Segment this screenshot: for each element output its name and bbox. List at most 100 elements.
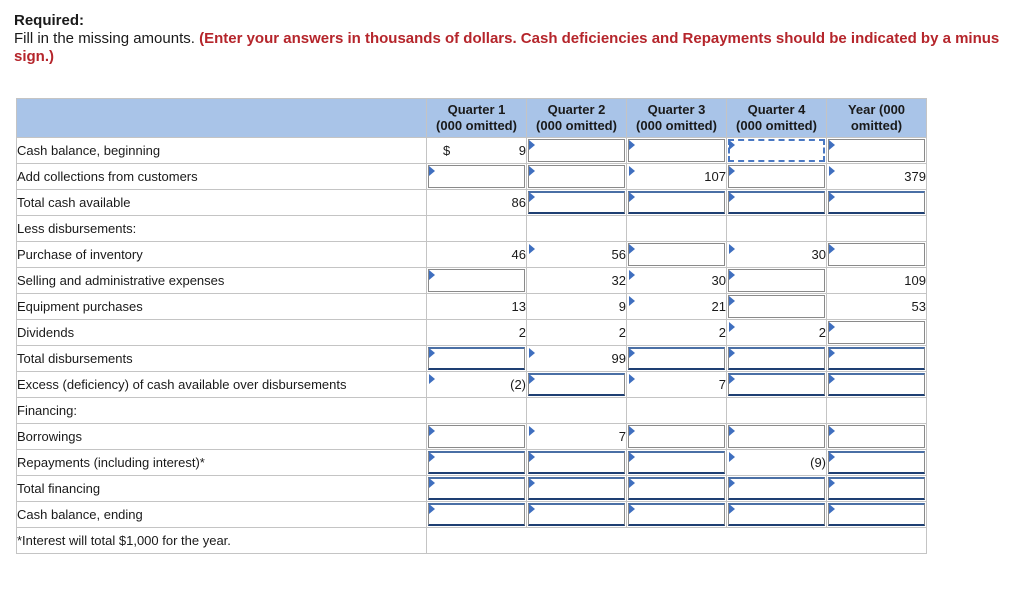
input-box[interactable] [728, 503, 825, 526]
input-box[interactable] [528, 373, 625, 396]
input-box[interactable] [628, 243, 725, 266]
cash-budget-table: Quarter 1 (000 omitted) Quarter 2 (000 omi… [16, 98, 927, 554]
input-box[interactable] [528, 165, 625, 188]
amount-input[interactable] [426, 501, 527, 528]
amount-input[interactable] [726, 371, 827, 398]
input-box[interactable] [728, 165, 825, 188]
input-box[interactable] [528, 451, 625, 474]
input-box[interactable] [428, 451, 525, 474]
amount-input[interactable] [626, 137, 727, 164]
column-header-line: Quarter 1 [447, 102, 506, 117]
amount-input[interactable] [826, 371, 927, 398]
input-box[interactable] [828, 139, 925, 162]
empty-cell [726, 397, 827, 424]
input-box[interactable] [528, 191, 625, 214]
table-row: Cash balance, ending [16, 501, 927, 528]
amount-input[interactable] [426, 475, 527, 502]
amount-input[interactable] [826, 319, 927, 346]
input-box[interactable] [628, 191, 725, 214]
amount-input[interactable] [626, 475, 727, 502]
amount-input[interactable] [726, 293, 827, 320]
amount-input[interactable] [826, 345, 927, 372]
column-header-line: Quarter 3 [647, 102, 706, 117]
table-row: Dividends 2 2 2 2 [16, 319, 927, 346]
amount-input[interactable] [526, 137, 627, 164]
amount-input[interactable] [726, 267, 827, 294]
amount-input[interactable] [526, 189, 627, 216]
amount-value: 2 [426, 319, 527, 346]
input-box[interactable] [528, 139, 625, 162]
input-box[interactable] [428, 165, 525, 188]
input-box[interactable] [528, 503, 625, 526]
input-box[interactable] [628, 477, 725, 500]
input-box[interactable] [428, 477, 525, 500]
input-box[interactable] [728, 295, 825, 318]
amount-input[interactable] [626, 449, 727, 476]
amount-input[interactable] [426, 267, 527, 294]
amount-input[interactable] [826, 241, 927, 268]
input-box[interactable] [828, 321, 925, 344]
amount-input[interactable] [626, 189, 727, 216]
amount-input[interactable] [626, 501, 727, 528]
amount-input[interactable] [826, 189, 927, 216]
amount-input[interactable] [826, 475, 927, 502]
row-label: Total financing [16, 475, 427, 502]
input-box[interactable] [428, 347, 525, 370]
amount-input[interactable] [426, 345, 527, 372]
header-label-cell [16, 98, 427, 138]
input-box[interactable] [628, 451, 725, 474]
amount-input[interactable] [726, 189, 827, 216]
input-box[interactable] [428, 269, 525, 292]
amount-input[interactable] [826, 449, 927, 476]
amount-input[interactable] [426, 449, 527, 476]
input-box[interactable] [728, 373, 825, 396]
amount-text: 46 [511, 247, 526, 262]
input-box[interactable] [628, 139, 725, 162]
table-row: Repayments (including interest)* (9) [16, 449, 927, 476]
amount-input[interactable] [726, 501, 827, 528]
input-box[interactable] [428, 425, 525, 448]
amount-input[interactable] [626, 241, 727, 268]
input-box[interactable] [828, 477, 925, 500]
input-box[interactable] [728, 425, 825, 448]
amount-input[interactable] [726, 475, 827, 502]
input-box[interactable] [828, 191, 925, 214]
input-box[interactable] [828, 503, 925, 526]
empty-cell [526, 215, 627, 242]
amount-input[interactable] [626, 345, 727, 372]
amount-value: 56 [526, 241, 627, 268]
amount-input[interactable] [526, 163, 627, 190]
input-box[interactable] [728, 191, 825, 214]
amount-input[interactable] [826, 423, 927, 450]
amount-input[interactable] [726, 137, 827, 164]
amount-input[interactable] [726, 163, 827, 190]
input-box[interactable] [828, 243, 925, 266]
amount-input[interactable] [526, 449, 627, 476]
amount-input[interactable] [426, 423, 527, 450]
input-box[interactable] [628, 503, 725, 526]
amount-input[interactable] [526, 475, 627, 502]
input-box[interactable] [728, 139, 825, 162]
input-box[interactable] [428, 503, 525, 526]
input-box[interactable] [828, 425, 925, 448]
input-box[interactable] [828, 373, 925, 396]
amount-text: 32 [611, 273, 626, 288]
input-box[interactable] [828, 451, 925, 474]
amount-input[interactable] [726, 345, 827, 372]
amount-value: 2 [726, 319, 827, 346]
input-box[interactable] [728, 477, 825, 500]
input-box[interactable] [728, 269, 825, 292]
amount-text: 86 [511, 195, 526, 210]
amount-input[interactable] [526, 501, 627, 528]
input-box[interactable] [728, 347, 825, 370]
input-box[interactable] [628, 347, 725, 370]
amount-input[interactable] [526, 371, 627, 398]
input-box[interactable] [628, 425, 725, 448]
amount-input[interactable] [826, 137, 927, 164]
amount-input[interactable] [826, 501, 927, 528]
input-box[interactable] [828, 347, 925, 370]
amount-input[interactable] [626, 423, 727, 450]
input-box[interactable] [528, 477, 625, 500]
amount-input[interactable] [726, 423, 827, 450]
amount-input[interactable] [426, 163, 527, 190]
